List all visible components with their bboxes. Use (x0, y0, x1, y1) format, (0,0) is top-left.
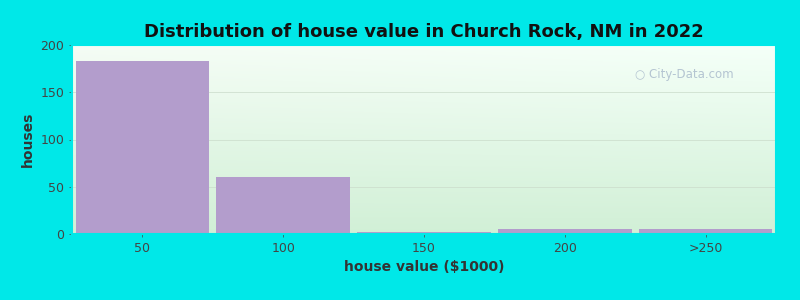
Bar (75, 61, 210, 234)
Text: ○ City-Data.com: ○ City-Data.com (635, 68, 734, 81)
Bar (638, 229, 773, 234)
Bar (216, 177, 350, 234)
Y-axis label: houses: houses (21, 112, 35, 167)
Title: Distribution of house value in Church Rock, NM in 2022: Distribution of house value in Church Ro… (144, 23, 704, 41)
X-axis label: house value ($1000): house value ($1000) (344, 260, 504, 274)
Bar (357, 232, 491, 234)
Bar (498, 229, 632, 234)
